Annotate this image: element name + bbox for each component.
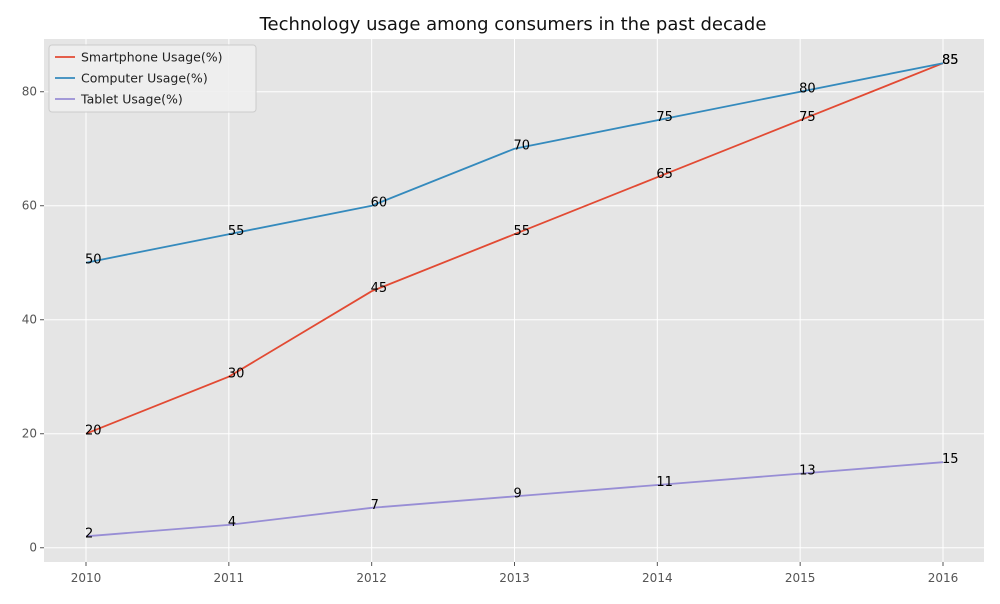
data-label: 70 [514,139,531,154]
legend-label: Computer Usage(%) [81,71,208,86]
data-label: 15 [942,452,959,467]
data-label: 4 [228,515,236,530]
data-label: 80 [799,82,816,97]
x-tick-label: 2016 [928,571,959,585]
data-label: 9 [514,486,522,501]
series-line-2 [85,62,944,264]
data-label: 7 [371,498,379,513]
data-label: 20 [85,424,102,439]
x-tick-label: 2014 [642,571,673,585]
data-label: 55 [228,224,245,239]
series-line-3 [85,461,944,538]
data-label: 11 [656,475,673,490]
data-label: 30 [228,367,245,382]
data-label: 55 [514,224,531,239]
legend: Smartphone Usage(%) Computer Usage(%) Tabl… [48,44,257,113]
y-tick-label: 20 [22,427,37,441]
data-label: 85 [942,53,959,68]
data-label: 13 [799,464,816,479]
x-tick-label: 2012 [356,571,387,585]
data-label: 85 [942,53,959,68]
x-tick-label: 2010 [71,571,102,585]
y-tick-label: 40 [22,313,37,327]
series-line-1 [85,62,944,435]
x-tick-label: 2013 [499,571,530,585]
data-label: 2 [85,526,93,541]
y-tick-label: 60 [22,199,37,213]
x-tick-label: 2015 [785,571,816,585]
y-tick-label: 80 [22,85,37,99]
data-label: 50 [85,253,102,268]
legend-label: Tablet Usage(%) [80,92,183,107]
x-axis: 2010 2011 2012 2013 2014 2015 2016 [71,562,959,585]
legend-box [48,44,257,113]
data-label: 60 [371,196,388,211]
data-label: 75 [656,110,673,125]
gridlines [44,39,984,562]
data-label: 75 [799,110,816,125]
y-axis: 0 20 40 60 80 [22,85,44,555]
legend-label: Smartphone Usage(%) [81,50,222,65]
data-label: 45 [371,281,388,296]
chart-title: Technology usage among consumers in the … [259,14,767,35]
series-layer [85,62,944,538]
x-tick-label: 2011 [214,571,245,585]
y-tick-label: 0 [29,541,37,555]
data-label: 65 [656,167,673,182]
